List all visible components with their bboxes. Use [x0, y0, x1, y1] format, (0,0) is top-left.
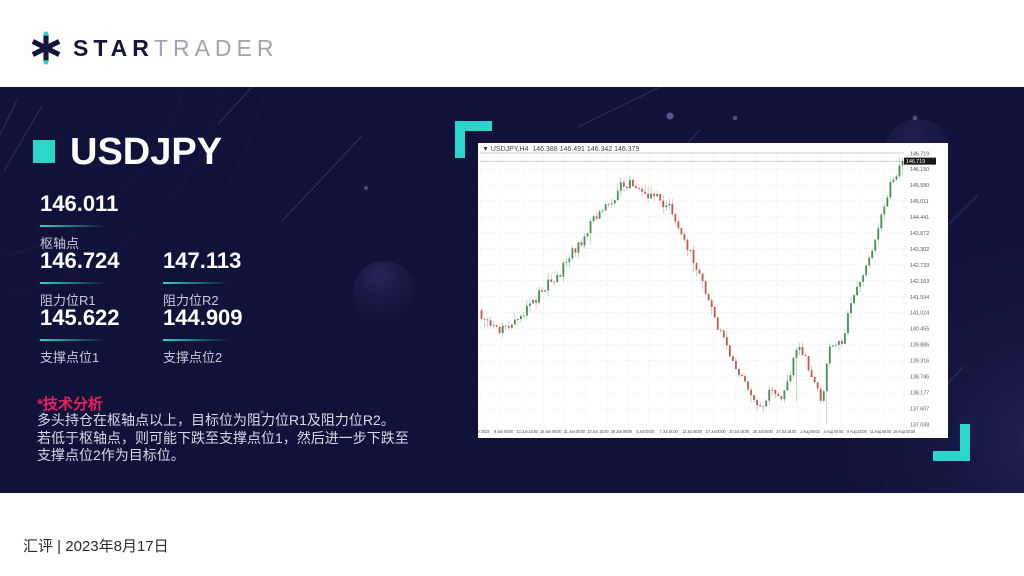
svg-text:3 Jul 00:00: 3 Jul 00:00 — [636, 429, 655, 434]
svg-text:7 Jul 16:00: 7 Jul 16:00 — [660, 429, 679, 434]
svg-text:27 Jul 16:00: 27 Jul 16:00 — [776, 429, 797, 434]
svg-text:146.719: 146.719 — [910, 151, 929, 157]
svg-text:1 Aug 08:00: 1 Aug 08:00 — [800, 429, 821, 434]
svg-text:16 Jun 08:00: 16 Jun 08:00 — [540, 429, 562, 434]
svg-text:23 Jun 16:00: 23 Jun 16:00 — [587, 429, 609, 434]
svg-text:12 Jul 08:00: 12 Jul 08:00 — [682, 429, 703, 434]
svg-text:4 Aug 00:00: 4 Aug 00:00 — [824, 429, 845, 434]
svg-text:143.302: 143.302 — [910, 247, 929, 253]
svg-text:21 Jun 00:00: 21 Jun 00:00 — [564, 429, 586, 434]
svg-text:140.455: 140.455 — [910, 327, 929, 333]
svg-text:13 Jun 16:00: 13 Jun 16:00 — [516, 429, 538, 434]
svg-text:146.719: 146.719 — [906, 159, 925, 165]
svg-text:145.580: 145.580 — [910, 183, 929, 189]
svg-text:28 Jun 08:00: 28 Jun 08:00 — [611, 429, 633, 434]
svg-text:25 Jul 08:00: 25 Jul 08:00 — [753, 429, 774, 434]
svg-text:9 Jun 00:00: 9 Jun 00:00 — [494, 429, 514, 434]
svg-text:142.163: 142.163 — [910, 279, 929, 285]
svg-text:141.594: 141.594 — [910, 295, 929, 301]
svg-text:142.733: 142.733 — [910, 263, 929, 269]
svg-text:8 Aug 16:00: 8 Aug 16:00 — [847, 429, 868, 434]
svg-text:4 Jun 2023: 4 Jun 2023 — [478, 429, 490, 434]
svg-text:144.441: 144.441 — [910, 215, 929, 221]
svg-text:138.746: 138.746 — [910, 374, 929, 380]
svg-text:146.150: 146.150 — [910, 167, 929, 173]
svg-text:139.316: 139.316 — [910, 359, 929, 365]
svg-text:20 Jul 16:00: 20 Jul 16:00 — [729, 429, 750, 434]
svg-text:145.011: 145.011 — [910, 199, 929, 205]
svg-text:137.038: 137.038 — [910, 422, 929, 428]
svg-text:139.885: 139.885 — [910, 343, 929, 349]
svg-text:17 Jul 00:00: 17 Jul 00:00 — [706, 429, 727, 434]
svg-text:11 Aug 08:00: 11 Aug 08:00 — [870, 429, 892, 434]
svg-text:16 Aug 00:00: 16 Aug 00:00 — [893, 429, 916, 434]
svg-text:137.607: 137.607 — [910, 406, 929, 412]
svg-text:141.024: 141.024 — [910, 311, 929, 317]
svg-text:138.177: 138.177 — [910, 390, 929, 396]
svg-text:143.872: 143.872 — [910, 231, 929, 237]
